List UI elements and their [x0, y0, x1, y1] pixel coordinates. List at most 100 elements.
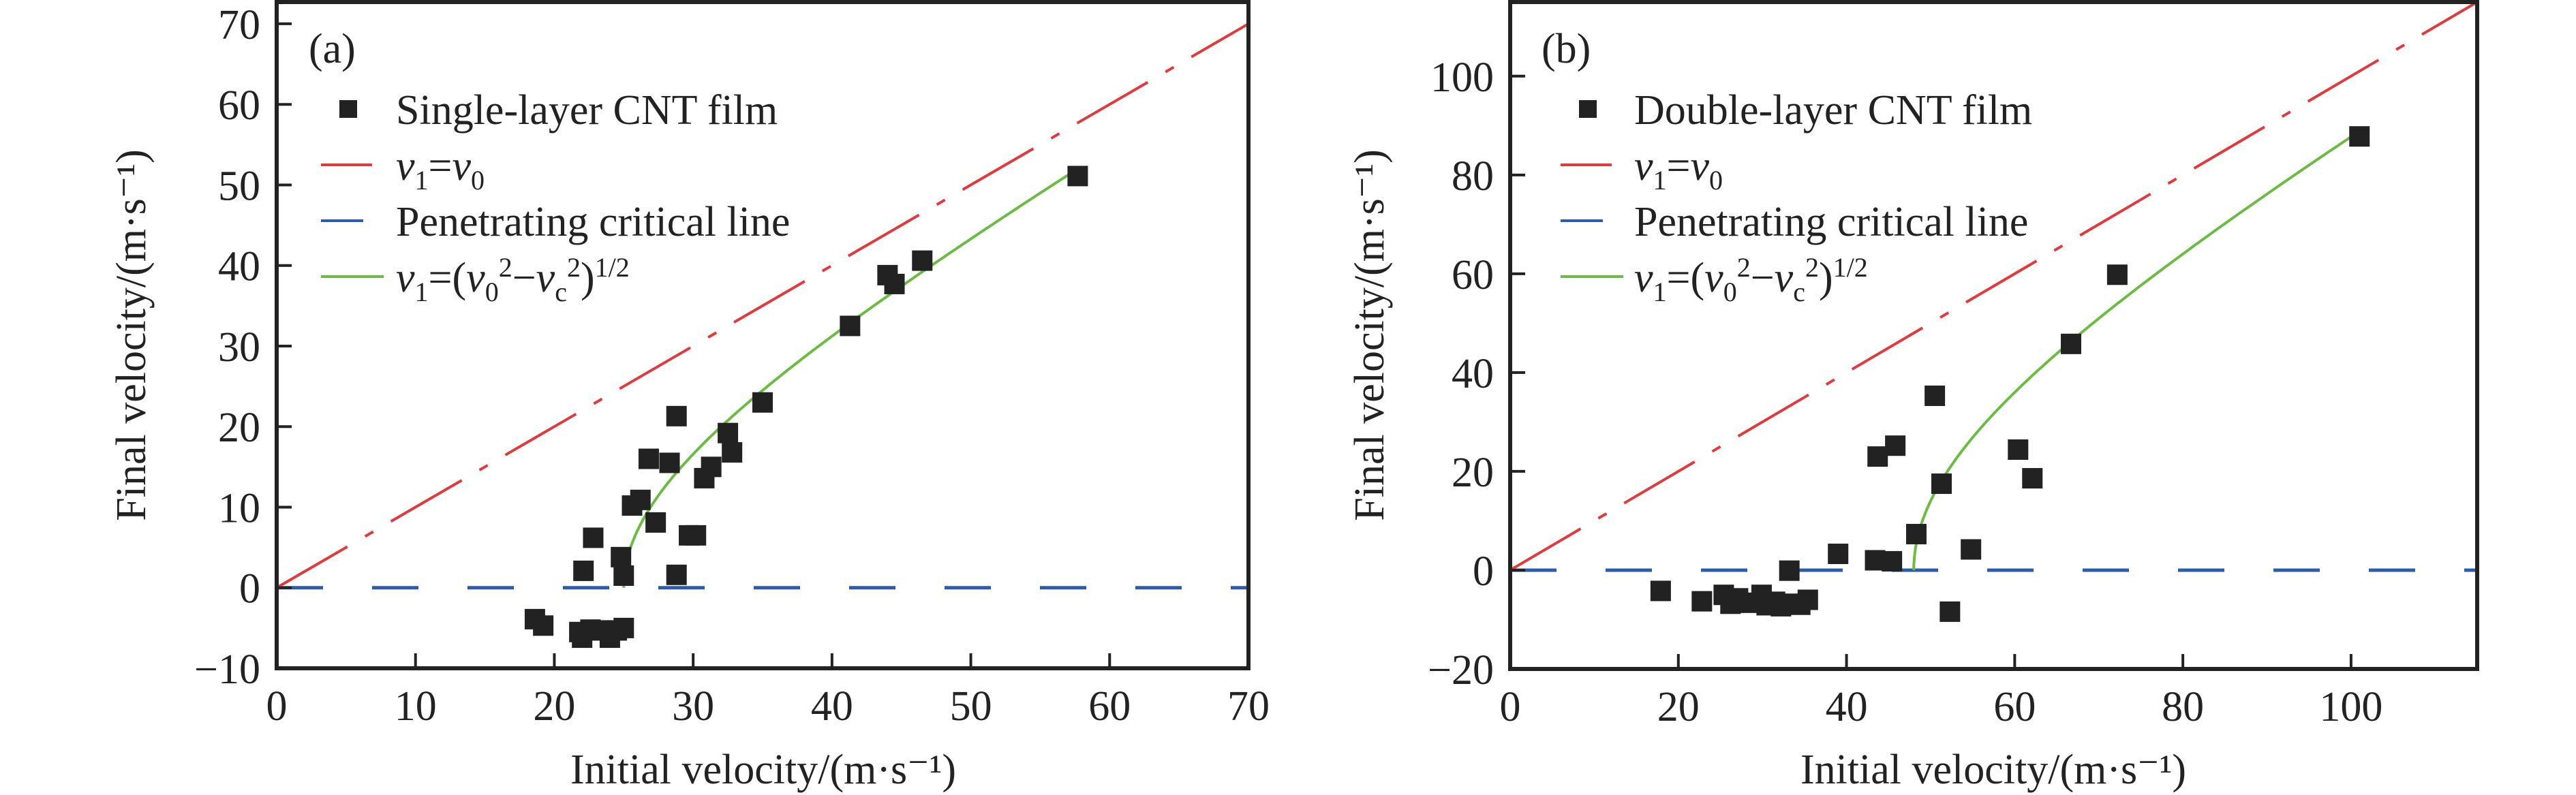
- legend-label-part: v: [1775, 255, 1794, 301]
- data-point: [752, 392, 773, 413]
- legend-label: Double-layer CNT film: [1634, 87, 2032, 134]
- data-point: [666, 405, 687, 426]
- data-point: [2106, 264, 2128, 285]
- data-point: [2022, 468, 2043, 489]
- legend-label-part: 1: [1653, 277, 1667, 307]
- identity-line-v1-equals-v0: [277, 22, 1248, 589]
- y-axis-title: Final velocity/(m·s⁻¹): [108, 149, 155, 521]
- y-tick-label: 100: [1430, 54, 1494, 101]
- legend-label-part: v: [453, 143, 472, 189]
- y-tick-label: 0: [1473, 548, 1494, 595]
- legend-item: Penetrating critical line: [321, 199, 790, 245]
- legend-label-part: v: [466, 255, 485, 301]
- legend-item: v1​=(v0​2​−vc​2​)1/2​: [321, 252, 630, 307]
- legend-label-part: v: [1634, 143, 1653, 189]
- legend-label-part: ): [1819, 255, 1833, 301]
- x-tick-label: 50: [950, 683, 992, 730]
- data-point: [912, 250, 933, 271]
- x-tick-label: 100: [2319, 684, 2382, 730]
- legend-label-part: 0: [1723, 277, 1737, 307]
- legend-label-part: −: [512, 255, 536, 301]
- panel-b: (b) Initial velocity/(m·s⁻¹) Final veloc…: [1347, 0, 2479, 793]
- x-tick-label: 40: [1826, 684, 1868, 730]
- data-point: [573, 560, 594, 581]
- legend-label-part: 1/2: [595, 252, 630, 283]
- legend-label: Penetrating critical line: [1634, 199, 2028, 245]
- data-point: [1939, 601, 1961, 622]
- legend-label-part: =: [429, 143, 453, 189]
- plot-area: [1510, 2, 2477, 622]
- x-tick-label: 40: [811, 683, 853, 730]
- y-tick-label: 30: [218, 324, 260, 371]
- panel-label: (a): [309, 26, 356, 72]
- identity-line-v1-equals-v0: [1510, 2, 2477, 572]
- data-point: [613, 565, 634, 587]
- data-point: [1905, 524, 1927, 545]
- data-point: [1961, 539, 1982, 560]
- legend-label-part: v: [396, 255, 415, 301]
- data-point: [630, 489, 651, 510]
- legend-label-part: 1: [415, 277, 429, 307]
- y-tick-label: 20: [218, 405, 260, 451]
- y-axis-title: Final velocity/(m·s⁻¹): [1347, 149, 1393, 521]
- legend-label-part: c: [555, 277, 567, 307]
- data-point: [2349, 126, 2370, 147]
- data-point: [659, 452, 680, 473]
- y-tick-label: 40: [1452, 351, 1494, 397]
- legend-item: v1​=v0​: [1561, 143, 1723, 196]
- x-axis-title: Initial velocity/(m·s⁻¹): [1800, 747, 2186, 793]
- legend-label-part: 2: [499, 252, 512, 283]
- data-point: [645, 512, 666, 533]
- legend-marker: [1579, 100, 1597, 118]
- y-tick-label: 80: [1452, 153, 1494, 200]
- data-point: [1925, 385, 1946, 406]
- legend-label-part: v: [1634, 255, 1653, 301]
- data-point: [1797, 589, 1818, 610]
- y-tick-label: 0: [239, 566, 260, 612]
- data-point: [1882, 550, 1903, 572]
- data-point: [1691, 591, 1713, 612]
- data-point: [613, 617, 634, 638]
- legend-label-part: −: [1751, 255, 1775, 301]
- data-point: [611, 546, 632, 567]
- legend-item: v1​=v0​: [321, 143, 485, 196]
- legend-label-part: 1: [1653, 165, 1667, 196]
- data-point: [877, 264, 898, 285]
- data-point: [701, 456, 722, 478]
- fit-curve: [1912, 129, 2361, 570]
- x-tick-label: 0: [266, 683, 288, 730]
- data-point: [1885, 435, 1906, 456]
- legend-label-part: ): [581, 255, 595, 301]
- legend-item: Penetrating critical line: [1561, 199, 2028, 245]
- plot-area: [277, 22, 1248, 649]
- legend: Double-layer CNT film v1​=v0​Penetrating …: [1561, 87, 2032, 307]
- legend-label: v1​=v0​: [396, 143, 485, 196]
- y-tick-label: 60: [1452, 252, 1494, 298]
- x-tick-label: 80: [2162, 684, 2204, 730]
- legend-label-part: v: [1691, 143, 1710, 189]
- legend-marker: [339, 100, 357, 118]
- y-tick-label: −10: [194, 646, 260, 693]
- data-point: [638, 448, 659, 469]
- y-tick-label: 20: [1452, 450, 1494, 496]
- x-tick-label: 10: [395, 683, 437, 730]
- data-point: [1867, 446, 1888, 467]
- legend-label-part: 0: [1709, 165, 1723, 196]
- legend-label-part: v: [536, 255, 555, 301]
- legend-label-part: v: [396, 143, 415, 189]
- legend-label-part: 1/2: [1833, 252, 1868, 283]
- legend-label: v1​=v0​: [1634, 143, 1723, 196]
- legend-label: v1​=(v0​2​−vc​2​)1/2​: [396, 252, 630, 307]
- x-tick-label: 20: [533, 683, 575, 730]
- legend-label-part: 2: [1805, 252, 1819, 283]
- legend-item: v1​=(v0​2​−vc​2​)1/2​: [1561, 252, 1868, 307]
- legend-label-part: Penetrating critical line: [1634, 199, 2028, 245]
- plot-frame: [275, 0, 1251, 670]
- data-point: [583, 527, 604, 548]
- x-tick-label: 60: [1088, 683, 1131, 730]
- data-point: [718, 422, 739, 443]
- legend-label: v1​=(v0​2​−vc​2​)1/2​: [1634, 252, 1868, 307]
- data-point: [1067, 166, 1088, 187]
- legend-label: Penetrating critical line: [396, 199, 790, 245]
- legend-label-part: c: [1793, 277, 1805, 307]
